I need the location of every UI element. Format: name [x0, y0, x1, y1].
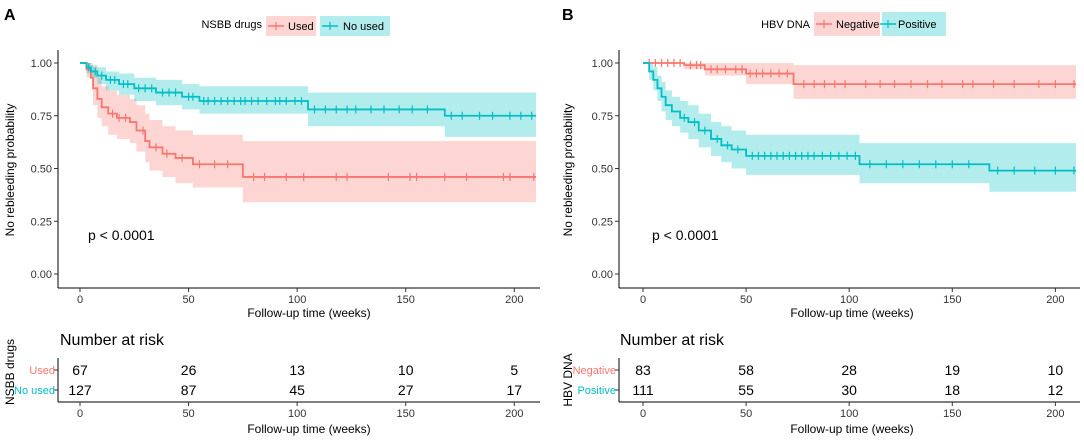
risk-count: 83	[635, 362, 651, 378]
ci-band-used	[80, 63, 536, 203]
xlabel-a: Follow-up time (weeks)	[247, 306, 370, 320]
x-tick-label-b: 200	[1046, 294, 1064, 306]
ci-band-positive	[643, 63, 1076, 192]
risk-row-label: Positive	[577, 385, 616, 397]
risk-count: 5	[510, 362, 518, 378]
x-tick-label-a: 50	[182, 294, 194, 306]
risk-x-tick-label-a: 0	[77, 408, 83, 420]
risk-count: 87	[181, 382, 197, 398]
risk-row-label: Used	[29, 365, 55, 377]
risk-count: 18	[944, 382, 960, 398]
legend-label-noused: No used	[343, 21, 384, 33]
y-tick-label-a: 1.00	[31, 58, 52, 70]
risk-title-b: Number at risk	[620, 332, 725, 349]
ci-band-negative	[643, 63, 1076, 99]
panel-b: B HBV DNA Negative Positive 0.00 0.25 0.50…	[561, 7, 1080, 436]
x-tick-label-b: 50	[740, 294, 752, 306]
risk-count: 67	[72, 362, 88, 378]
risk-count: 10	[398, 362, 414, 378]
risk-count: 17	[506, 382, 522, 398]
risk-count: 10	[1048, 362, 1064, 378]
risk-count: 28	[841, 362, 857, 378]
plot-area-a: 0.00 0.25 0.50 0.75 1.00 0 50 100 150 200	[31, 50, 540, 306]
risk-count: 19	[944, 362, 960, 378]
risk-ylabel-a: NSBB drugs	[3, 339, 17, 405]
risk-table-b: Number at risk HBV DNA Follow-up time (w…	[561, 332, 1080, 436]
risk-x-tick-label-b: 100	[840, 408, 858, 420]
panel-label-a: A	[4, 7, 16, 24]
y-tick-label-a: 0.75	[31, 111, 52, 123]
y-tick-label-b: 0.00	[592, 269, 613, 281]
ylabel-a: No rebleeding probability	[3, 104, 17, 237]
x-tick-label-a: 200	[505, 294, 523, 306]
risk-x-tick-label-b: 0	[640, 408, 646, 420]
x-tick-label-a: 100	[288, 294, 306, 306]
legend-key-bg-used	[266, 16, 316, 36]
y-tick-label-b: 0.25	[592, 216, 613, 228]
y-tick-label-b: 1.00	[592, 58, 613, 70]
km-curve-positive	[643, 62, 1076, 172]
y-tick-label-a: 0.00	[31, 269, 52, 281]
legend-b: HBV DNA Negative Positive	[761, 12, 946, 36]
x-tick-label-a: 150	[397, 294, 415, 306]
risk-count: 58	[738, 362, 754, 378]
legend-a: NSBB drugs Used No used	[201, 16, 390, 36]
risk-x-tick-label-b: 200	[1046, 408, 1064, 420]
risk-count: 13	[289, 362, 305, 378]
x-tick-label-a: 0	[77, 294, 83, 306]
x-tick-label-b: 150	[943, 294, 961, 306]
risk-x-tick-label-b: 50	[740, 408, 752, 420]
ci-band-no-used	[80, 63, 536, 137]
risk-x-tick-label-a: 50	[182, 408, 194, 420]
pvalue-b: p < 0.0001	[652, 227, 719, 243]
y-tick-label-a: 0.25	[31, 216, 52, 228]
ylabel-b: No rebleeding probability	[561, 104, 575, 237]
risk-x-tick-label-a: 200	[505, 408, 523, 420]
risk-ylabel-b: HBV DNA	[561, 353, 575, 406]
risk-xlabel-b: Follow-up time (weeks)	[790, 422, 913, 436]
risk-count: 111	[632, 382, 653, 398]
risk-count: 12	[1048, 382, 1064, 398]
risk-count: 127	[68, 382, 92, 398]
x-tick-label-b: 100	[840, 294, 858, 306]
y-tick-label-b: 0.75	[592, 111, 613, 123]
panel-a: A NSBB drugs Used No used 0.000.250.500.…	[3, 7, 540, 436]
risk-count: 55	[738, 382, 754, 398]
panel-label-b: B	[562, 7, 574, 24]
legend-label-negative: Negative	[836, 19, 879, 31]
risk-table-a: Number at risk NSBB drugs Follow-up time…	[3, 332, 540, 436]
legend-label-used: Used	[288, 21, 314, 33]
risk-row-label: No used	[14, 385, 55, 397]
risk-count: 30	[841, 382, 857, 398]
x-tick-label-b: 0	[640, 294, 646, 306]
plot-area-b: 0.00 0.25 0.50 0.75 1.00 0 50 100 150 200	[592, 50, 1080, 306]
risk-count: 45	[289, 382, 305, 398]
legend-title-a: NSBB drugs	[201, 19, 262, 31]
risk-x-tick-label-a: 100	[288, 408, 306, 420]
legend-key-bg-noused	[320, 16, 390, 36]
risk-count: 27	[398, 382, 414, 398]
pvalue-a: p < 0.0001	[88, 227, 155, 243]
risk-title-a: Number at risk	[60, 332, 165, 349]
risk-x-tick-label-b: 150	[943, 408, 961, 420]
risk-count: 26	[181, 362, 197, 378]
y-tick-label-b: 0.50	[592, 164, 613, 176]
km-curve-used	[80, 62, 536, 178]
risk-row-label: Negative	[573, 365, 616, 377]
risk-x-tick-label-a: 150	[397, 408, 415, 420]
legend-label-positive: Positive	[898, 19, 937, 31]
risk-xlabel-a: Follow-up time (weeks)	[247, 422, 370, 436]
legend-title-b: HBV DNA	[761, 19, 811, 31]
y-tick-label-a: 0.50	[31, 164, 52, 176]
xlabel-b: Follow-up time (weeks)	[790, 306, 913, 320]
km-curve-no-used	[80, 62, 536, 117]
